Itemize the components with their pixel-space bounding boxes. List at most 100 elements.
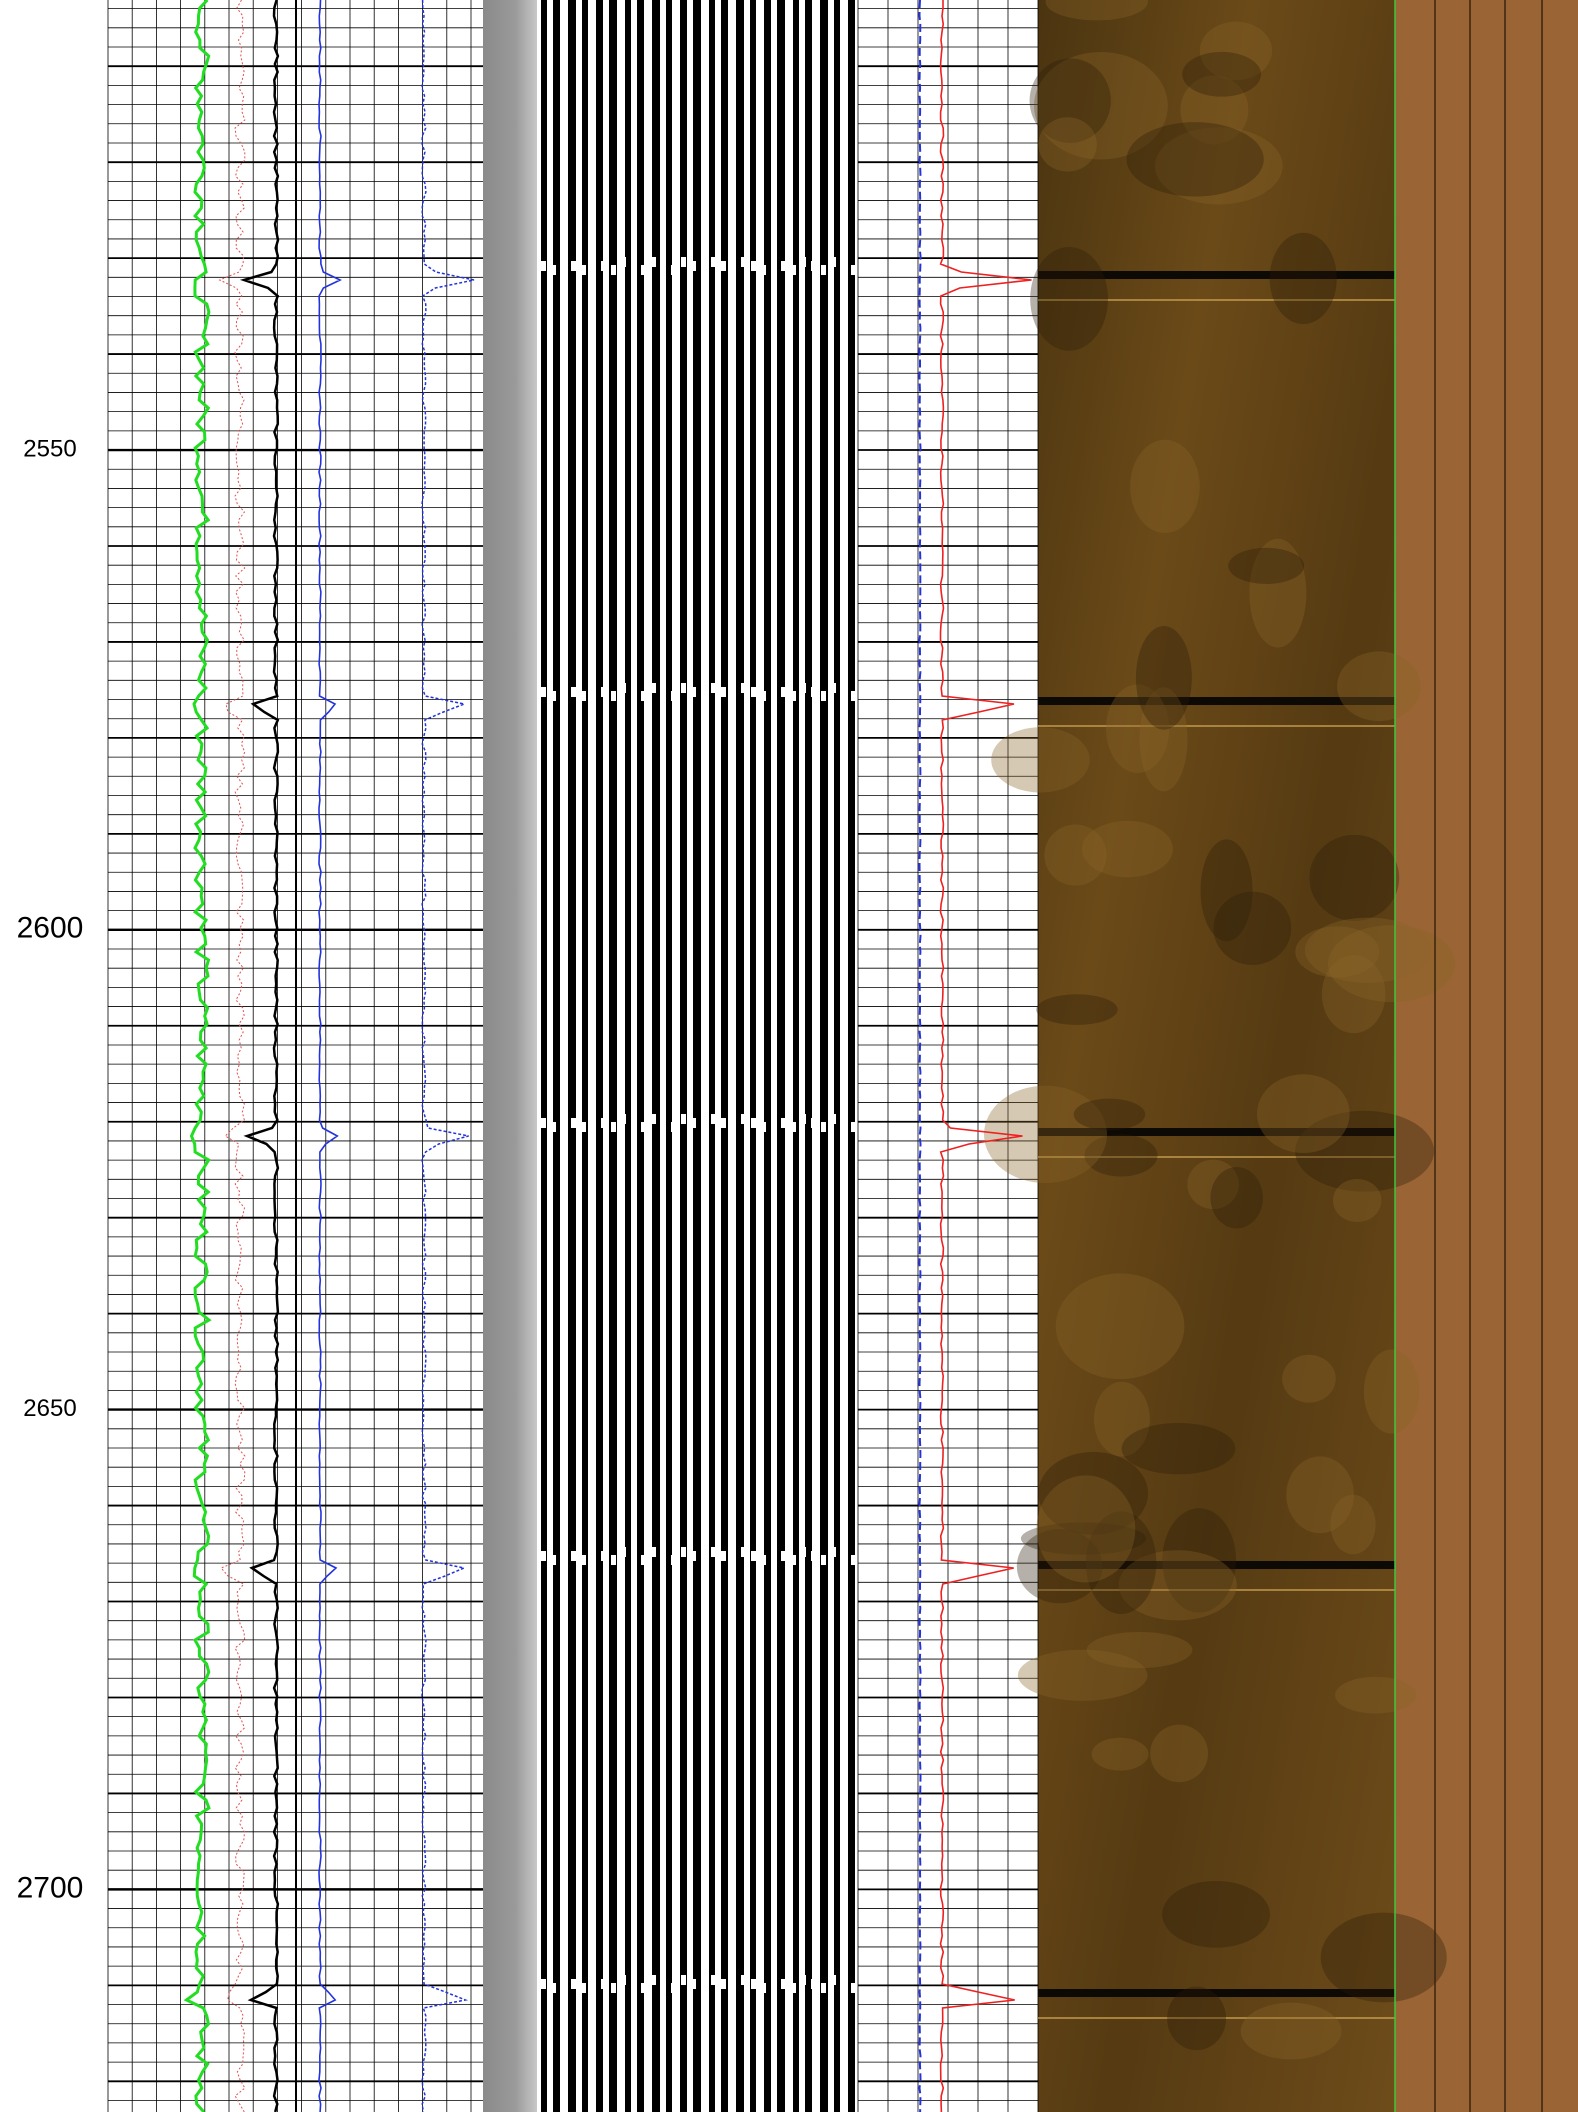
waveform-break — [671, 1555, 676, 1565]
waveform-break — [571, 687, 576, 697]
waveform-break — [541, 1551, 546, 1561]
waveform-break — [771, 257, 776, 267]
waveform-break — [731, 265, 736, 275]
waveform-break — [771, 1975, 776, 1985]
waveform-stripe — [625, 0, 631, 2112]
waveform-break — [741, 1114, 746, 1124]
waveform-break — [601, 687, 606, 697]
waveform-break — [591, 683, 596, 693]
depth-label: 2600 — [17, 912, 84, 945]
waveform-break — [611, 265, 616, 275]
waveform-break — [701, 1983, 706, 1993]
image-texture — [1269, 232, 1337, 325]
waveform-break — [561, 1975, 566, 1985]
waveform-stripe — [652, 0, 660, 2112]
waveform-break — [641, 691, 646, 701]
image-texture — [1240, 2002, 1342, 2060]
waveform-break — [611, 691, 616, 701]
image-texture — [1330, 1494, 1376, 1555]
waveform-break — [741, 1547, 746, 1557]
image-texture — [1081, 820, 1173, 878]
waveform-break — [611, 1122, 616, 1132]
waveform-break — [651, 1975, 656, 1985]
waveform-stripe — [609, 0, 617, 2112]
image-texture — [1091, 1737, 1149, 1771]
waveform-break — [751, 261, 756, 271]
waveform-break — [591, 1114, 596, 1124]
waveform-break — [801, 1547, 806, 1557]
waveform-break — [841, 261, 846, 271]
image-texture — [991, 727, 1090, 793]
gray-strip — [483, 0, 537, 2112]
waveform-break — [781, 687, 786, 697]
black-curve — [239, 0, 280, 2112]
waveform-break — [601, 1979, 606, 1989]
waveform-break — [551, 1983, 556, 1993]
waveform-stripe — [553, 0, 560, 2112]
waveform-break — [791, 1122, 796, 1132]
waveform-break — [781, 261, 786, 271]
waveform-break — [791, 691, 796, 701]
image-texture — [1162, 1880, 1270, 1948]
image-texture — [1228, 547, 1305, 584]
waveform-break — [631, 1118, 636, 1128]
waveform-break — [801, 257, 806, 267]
waveform-break — [781, 1118, 786, 1128]
waveform-break — [631, 261, 636, 271]
waveform-break — [661, 1551, 666, 1561]
waveform-break — [561, 1114, 566, 1124]
waveform-break — [851, 691, 856, 701]
image-texture — [1320, 1912, 1447, 2003]
waveform-stripe — [721, 0, 728, 2112]
waveform-break — [591, 1975, 596, 1985]
waveform-break — [731, 691, 736, 701]
image-texture — [1017, 1649, 1148, 1701]
red-curve — [939, 0, 1032, 2112]
image-texture — [1073, 1098, 1146, 1131]
image-texture — [1154, 127, 1283, 205]
image-texture — [1199, 21, 1273, 81]
waveform-break — [831, 683, 836, 693]
waveform-break — [621, 1114, 626, 1124]
waveform-break — [571, 261, 576, 271]
waveform-break — [701, 265, 706, 275]
image-texture — [1150, 1724, 1209, 1783]
waveform-break — [681, 257, 686, 267]
image-texture — [1182, 51, 1262, 97]
waveform-break — [821, 1983, 826, 1993]
waveform-break — [581, 1983, 586, 1993]
waveform-stripe — [793, 0, 799, 2112]
image-texture — [1084, 1134, 1158, 1177]
waveform-break — [691, 1551, 696, 1561]
waveform-break — [851, 265, 856, 275]
waveform-break — [711, 683, 716, 693]
waveform-break — [671, 1983, 676, 1993]
waveform-stripe — [666, 0, 672, 2112]
waveform-break — [661, 1118, 666, 1128]
image-texture — [1167, 1986, 1227, 2051]
waveform-break — [811, 1979, 816, 1989]
waveform-break — [761, 691, 766, 701]
waveform-break — [811, 261, 816, 271]
waveform-break — [561, 683, 566, 693]
image-texture — [1249, 538, 1307, 648]
waveform-break — [851, 1122, 856, 1132]
waveform-break — [541, 687, 546, 697]
waveform-break — [651, 683, 656, 693]
waveform-break — [751, 1551, 756, 1561]
image-texture — [1106, 684, 1170, 773]
waveform-break — [581, 265, 586, 275]
waveform-break — [791, 1555, 796, 1565]
waveform-break — [621, 683, 626, 693]
image-texture — [1180, 75, 1249, 145]
image-texture — [1309, 834, 1400, 922]
image-texture — [1016, 1529, 1103, 1604]
waveform-break — [761, 1983, 766, 1993]
waveform-stripe — [541, 0, 547, 2112]
waveform-break — [551, 1555, 556, 1565]
waveform-break — [721, 1979, 726, 1989]
image-texture — [1187, 1159, 1239, 1210]
waveform-break — [821, 1122, 826, 1132]
